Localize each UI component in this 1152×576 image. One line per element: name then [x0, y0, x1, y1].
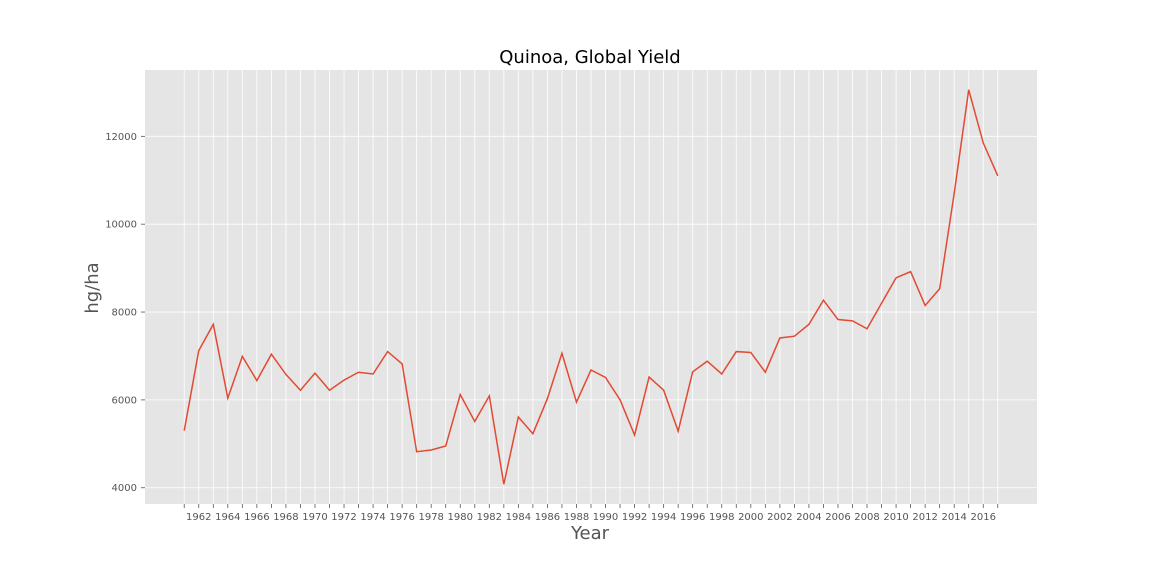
x-tick-label: 1972 — [331, 512, 356, 523]
y-tick-label: 4000 — [112, 483, 137, 494]
x-tick-label: 1974 — [360, 512, 385, 523]
chart-title: Quinoa, Global Yield — [499, 47, 680, 68]
x-tick-label: 2014 — [941, 512, 966, 523]
x-tick-label: 2008 — [854, 512, 879, 523]
x-tick-label: 1990 — [593, 512, 618, 523]
y-axis-ticks: 4000 6000 8000 10000 12000 — [105, 132, 145, 494]
x-tick-label: 1984 — [506, 512, 531, 523]
x-tick-label: 1986 — [535, 512, 560, 523]
x-tick-label: 1994 — [651, 512, 676, 523]
x-tick-label: 1968 — [273, 512, 298, 523]
x-tick-label: 1962 — [186, 512, 211, 523]
x-tick-label: 2002 — [767, 512, 792, 523]
series-line — [183, 89, 999, 485]
x-tick-label: 2012 — [912, 512, 937, 523]
x-tick-label: 1980 — [448, 512, 473, 523]
x-axis-label: Year — [570, 523, 610, 544]
y-tick-label: 6000 — [112, 395, 137, 406]
x-tick-label: 1992 — [622, 512, 647, 523]
x-tick-label: 1970 — [302, 512, 327, 523]
x-tick-label: 1964 — [215, 512, 240, 523]
x-tick-label: 1966 — [244, 512, 269, 523]
x-tick-label: 1978 — [418, 512, 443, 523]
x-tick-label: 2010 — [883, 512, 908, 523]
x-tick-label: 2016 — [971, 512, 996, 523]
x-tick-label: 1982 — [477, 512, 502, 523]
x-tick-label: 1976 — [389, 512, 414, 523]
x-tick-label: 1988 — [564, 512, 589, 523]
x-tick-label: 1996 — [680, 512, 705, 523]
y-tick-label: 10000 — [105, 220, 137, 231]
x-tick-label: 2000 — [738, 512, 763, 523]
x-tick-label: 2006 — [825, 512, 850, 523]
x-tick-label: 2004 — [796, 512, 821, 523]
x-tick-label: 1998 — [709, 512, 734, 523]
y-tick-label: 8000 — [112, 308, 137, 319]
x-axis-ticks: 1962 1964 1966 1968 1970 1972 1974 1976 1978 1980… — [183, 504, 999, 523]
y-axis-label: hg/ha — [82, 262, 103, 313]
y-tick-label: 12000 — [105, 132, 137, 143]
